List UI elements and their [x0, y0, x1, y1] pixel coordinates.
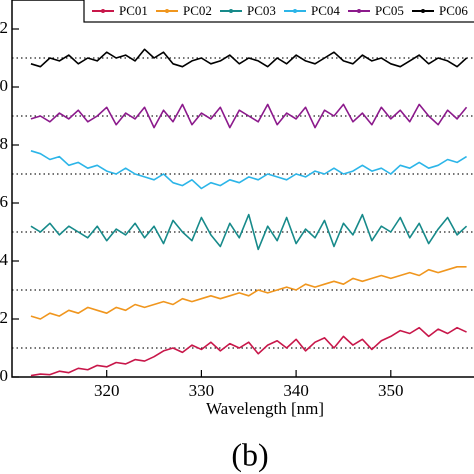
plot-frame — [11, 0, 474, 378]
x-tick-label: 340 — [283, 381, 309, 400]
series-line — [30, 103, 468, 129]
legend-marker — [101, 9, 105, 13]
series-line — [30, 266, 467, 320]
series-line — [30, 213, 468, 251]
series-line — [30, 326, 467, 377]
legend-marker — [229, 9, 233, 13]
legend-marker — [421, 9, 425, 13]
y-tick-label: 0.8 — [0, 134, 8, 153]
legend-label: PC06 — [439, 3, 468, 18]
series-line — [30, 48, 468, 68]
legend-label: PC04 — [311, 3, 340, 18]
legend-marker — [165, 9, 169, 13]
legend-label: PC03 — [247, 3, 276, 18]
x-axis-label: Wavelength [nm] — [206, 399, 324, 418]
y-tick-label: 1.2 — [0, 18, 8, 37]
legend-box — [83, 0, 474, 23]
y-tick-label: 0.2 — [0, 308, 8, 327]
legend-label: PC02 — [183, 3, 212, 18]
caption: (b) — [231, 436, 268, 472]
y-tick-label: 0.6 — [0, 192, 8, 211]
y-tick-label: 0.0 — [0, 366, 8, 385]
x-tick-label: 320 — [94, 381, 120, 400]
legend-label: PC05 — [375, 3, 404, 18]
y-tick-label: 1.0 — [0, 76, 8, 95]
y-tick-label: 0.4 — [0, 250, 9, 269]
legend-marker — [293, 9, 297, 13]
x-tick-label: 330 — [189, 381, 215, 400]
legend-marker — [357, 9, 361, 13]
legend-label: PC01 — [119, 3, 148, 18]
series-line — [30, 150, 467, 190]
x-tick-label: 350 — [378, 381, 404, 400]
